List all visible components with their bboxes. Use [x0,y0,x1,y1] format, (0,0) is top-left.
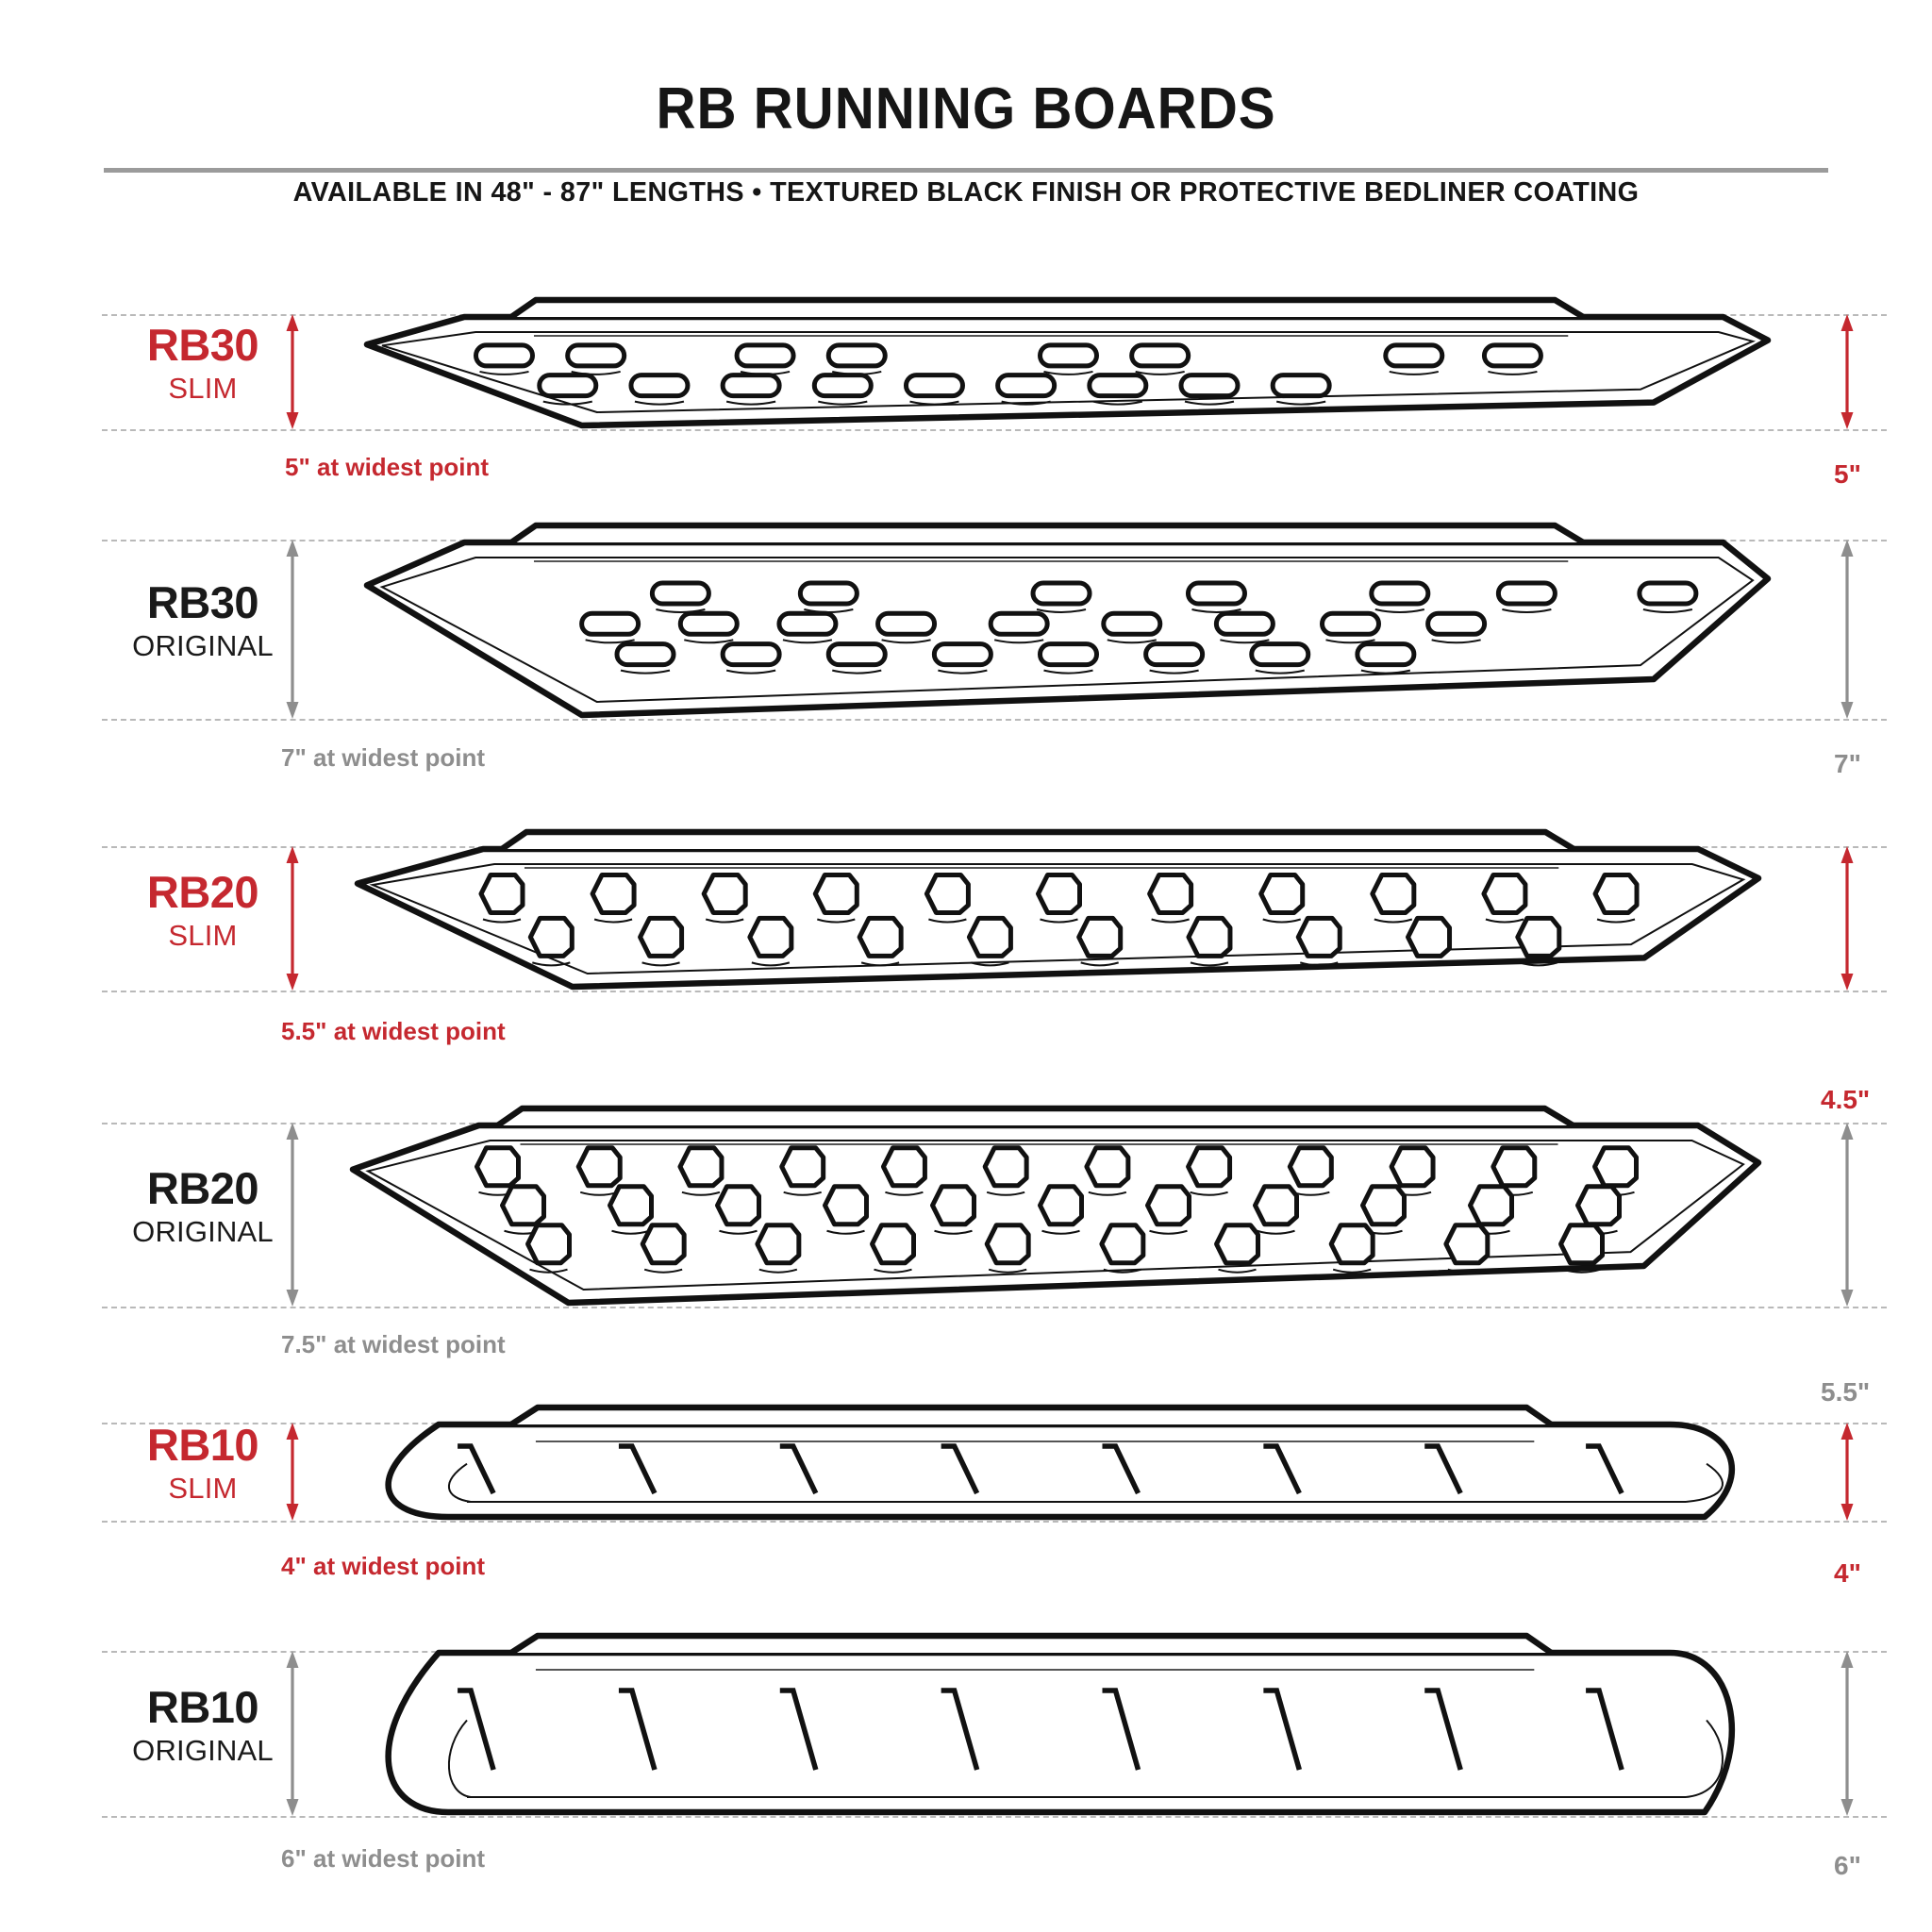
model-name: RB20 [146,1162,259,1213]
height-measurement-label: 6" [1834,1851,1861,1880]
running-board-illustration [349,1404,1759,1521]
model-label-group: RB20 ORIGINAL [104,1166,302,1246]
running-board-illustration [349,1105,1764,1307]
model-variant: SLIM [168,918,238,952]
guide-line [102,991,1887,992]
guide-line [102,429,1887,431]
widest-point-label: 7" at widest point [281,743,486,772]
model-name: RB30 [146,577,259,627]
dimension-arrow-right [1834,1423,1860,1521]
model-variant: ORIGINAL [132,1214,274,1248]
header-subtitle: AVAILABLE IN 48" - 87" LENGTHS • TEXTURE… [292,177,1640,208]
dimension-arrow-right [1834,1123,1860,1307]
widest-point-label: 4" at widest point [281,1552,486,1580]
guide-line [102,1307,1887,1308]
widest-point-label: 5" at widest point [285,453,490,481]
model-name: RB10 [146,1681,259,1732]
model-label-group: RB10 SLIM [104,1423,302,1503]
dimension-arrow-left [279,1123,306,1307]
model-label-group: RB20 SLIM [104,870,302,950]
header: RB RUNNING BOARDS [0,0,1932,142]
guide-line [102,1521,1887,1523]
dimension-arrow-left [279,1651,306,1816]
header-divider [104,168,1828,173]
model-label-group: RB10 ORIGINAL [104,1685,302,1765]
dimension-arrow-right [1834,1651,1860,1816]
running-board-illustration [349,1632,1759,1816]
height-measurement-label: 4.5" [1821,1085,1871,1114]
model-label-group: RB30 SLIM [104,323,302,403]
dimension-arrow-right [1834,540,1860,719]
widest-point-label: 6" at widest point [281,1844,486,1873]
dimension-arrow-right [1834,314,1860,429]
model-name: RB10 [146,1420,259,1470]
guide-line [102,1816,1887,1818]
model-variant: SLIM [168,372,238,405]
model-label-group: RB30 ORIGINAL [104,580,302,660]
model-name: RB30 [146,320,259,370]
widest-point-label: 5.5" at widest point [281,1017,506,1045]
dimension-arrow-right [1834,846,1860,991]
running-board-illustration [363,296,1774,429]
model-variant: ORIGINAL [132,1733,274,1767]
guide-line [102,719,1887,721]
model-name: RB20 [146,866,259,917]
model-variant: SLIM [168,1472,238,1505]
dimension-arrow-left [279,314,306,429]
dimension-arrow-left [279,540,306,719]
page-title: RB RUNNING BOARDS [656,76,1276,142]
height-measurement-label: 7" [1834,749,1861,778]
widest-point-label: 7.5" at widest point [281,1330,506,1358]
dimension-arrow-left [279,1423,306,1521]
dimension-arrow-left [279,846,306,991]
height-measurement-label: 5.5" [1821,1377,1871,1407]
running-board-illustration [363,522,1774,719]
height-measurement-label: 4" [1834,1558,1861,1588]
height-measurement-label: 5" [1834,459,1861,489]
model-variant: ORIGINAL [132,629,274,662]
running-board-illustration [354,828,1764,991]
